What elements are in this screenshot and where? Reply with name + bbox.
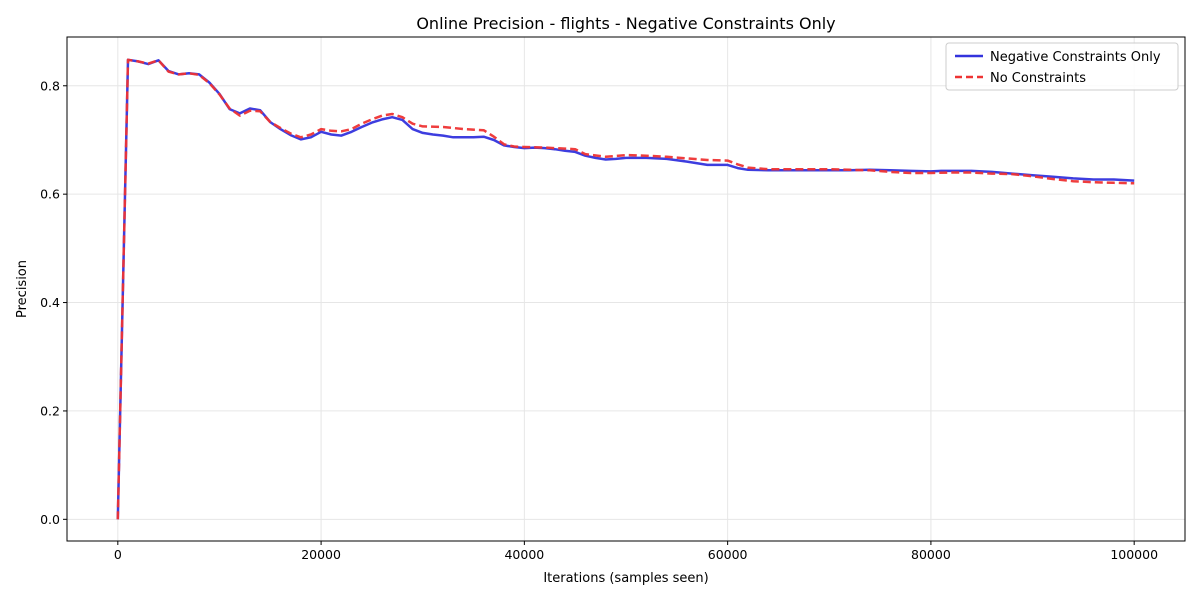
x-tick-label: 80000 <box>911 547 951 562</box>
y-tick-label: 0.2 <box>40 403 60 418</box>
legend: Negative Constraints Only No Constraints <box>945 42 1179 91</box>
series-layer <box>116 58 1135 520</box>
series-line-negative-constraints <box>116 58 1135 520</box>
y-tick-label: 0.4 <box>40 295 60 310</box>
y-tick-label: 0.0 <box>40 512 60 527</box>
y-tick-label: 0.8 <box>40 78 60 93</box>
legend-label-no-constraints: No Constraints <box>990 71 1086 86</box>
x-tick-label: 40000 <box>504 547 544 562</box>
plot-frame <box>66 36 1186 542</box>
y-tick-label: 0.6 <box>40 187 60 202</box>
x-axis-label: Iterations (samples seen) <box>543 571 708 586</box>
series-line-no-constraints <box>116 58 1135 520</box>
legend-label-negative-constraints: Negative Constraints Only <box>990 50 1161 65</box>
chart-title: Online Precision - flights - Negative Co… <box>416 14 835 33</box>
x-tick-label: 100000 <box>1110 547 1158 562</box>
legend-box <box>945 42 1179 91</box>
axis-ticks: 0 20000 40000 60000 80000 100000 0.0 0.2 0.4 0.6 0… <box>40 78 1158 562</box>
y-axis-label: Precision <box>15 260 30 318</box>
x-tick-label: 0 <box>114 547 122 562</box>
x-tick-label: 60000 <box>708 547 748 562</box>
x-tick-label: 20000 <box>301 547 341 562</box>
